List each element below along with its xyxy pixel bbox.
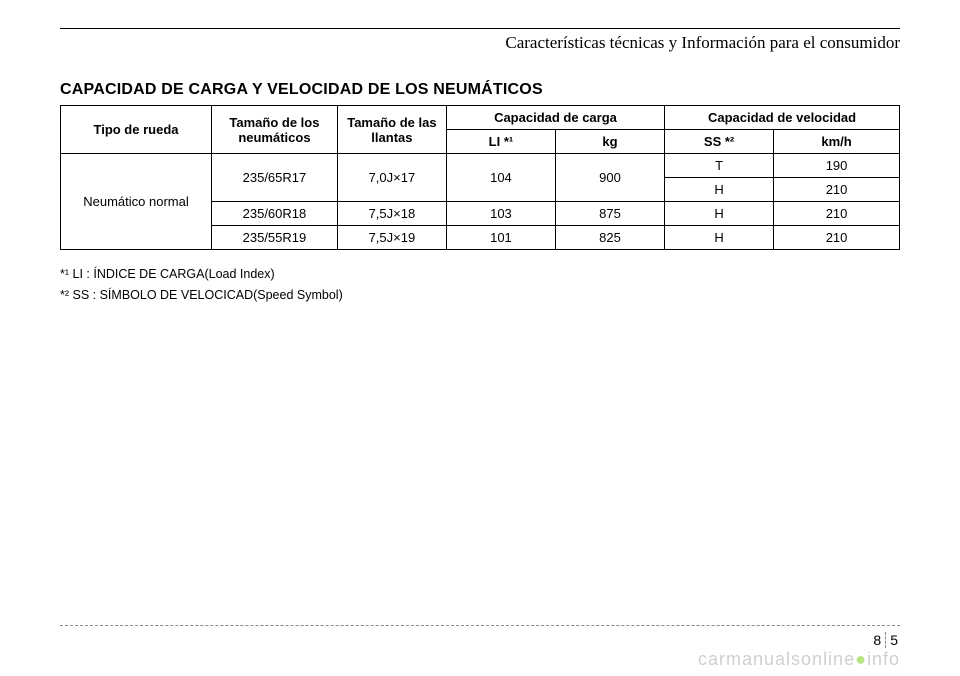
cell-kmh: 210 <box>774 178 900 202</box>
table-header-row-1: Tipo de rueda Tamaño de los neumáticos T… <box>61 106 900 130</box>
cell-rim-size: 7,0J×17 <box>337 154 446 202</box>
th-kmh: km/h <box>774 130 900 154</box>
section-title: CAPACIDAD DE CARGA Y VELOCIDAD DE LOS NE… <box>60 81 900 99</box>
cell-rim-size: 7,5J×18 <box>337 202 446 226</box>
cell-tire-size: 235/55R19 <box>212 226 338 250</box>
page-section: 8 <box>873 632 883 648</box>
th-kg: kg <box>555 130 664 154</box>
th-speed-capacity: Capacidad de velocidad <box>665 106 900 130</box>
cell-kmh: 190 <box>774 154 900 178</box>
cell-li: 101 <box>446 226 555 250</box>
page: Características técnicas y Información p… <box>0 0 960 676</box>
th-li: LI *¹ <box>446 130 555 154</box>
footnotes: *¹ LI : ÍNDICE DE CARGA(Load Index) *² S… <box>60 264 900 307</box>
cell-tire-size: 235/60R18 <box>212 202 338 226</box>
cell-kmh: 210 <box>774 202 900 226</box>
watermark-left: carmanualsonline <box>698 649 855 669</box>
cell-li: 104 <box>446 154 555 202</box>
th-rim-size: Tamaño de las llantas <box>337 106 446 154</box>
bottom-rule <box>60 625 900 626</box>
th-wheel-type: Tipo de rueda <box>61 106 212 154</box>
table-row: Neumático normal 235/65R17 7,0J×17 104 9… <box>61 154 900 178</box>
cell-ss: H <box>665 178 774 202</box>
cell-kmh: 210 <box>774 226 900 250</box>
cell-rim-size: 7,5J×19 <box>337 226 446 250</box>
footnote-li: *¹ LI : ÍNDICE DE CARGA(Load Index) <box>60 264 900 285</box>
cell-kg: 875 <box>555 202 664 226</box>
th-ss: SS *² <box>665 130 774 154</box>
tire-table: Tipo de rueda Tamaño de los neumáticos T… <box>60 105 900 250</box>
cell-ss: H <box>665 226 774 250</box>
watermark-dot-icon: ● <box>855 649 867 669</box>
cell-kg: 900 <box>555 154 664 202</box>
watermark-right: info <box>867 649 900 669</box>
cell-wheel-type: Neumático normal <box>61 154 212 250</box>
cell-ss: H <box>665 202 774 226</box>
page-header: Características técnicas y Información p… <box>60 33 900 53</box>
cell-ss: T <box>665 154 774 178</box>
cell-tire-size: 235/65R17 <box>212 154 338 202</box>
th-tire-size: Tamaño de los neumáticos <box>212 106 338 154</box>
page-number: 85 <box>873 632 900 648</box>
footnote-ss: *² SS : SÍMBOLO DE VELOCICAD(Speed Symbo… <box>60 285 900 306</box>
th-load-capacity: Capacidad de carga <box>446 106 664 130</box>
top-rule <box>60 28 900 29</box>
page-page: 5 <box>885 632 900 648</box>
cell-kg: 825 <box>555 226 664 250</box>
watermark: carmanualsonline●info <box>698 649 900 670</box>
cell-li: 103 <box>446 202 555 226</box>
